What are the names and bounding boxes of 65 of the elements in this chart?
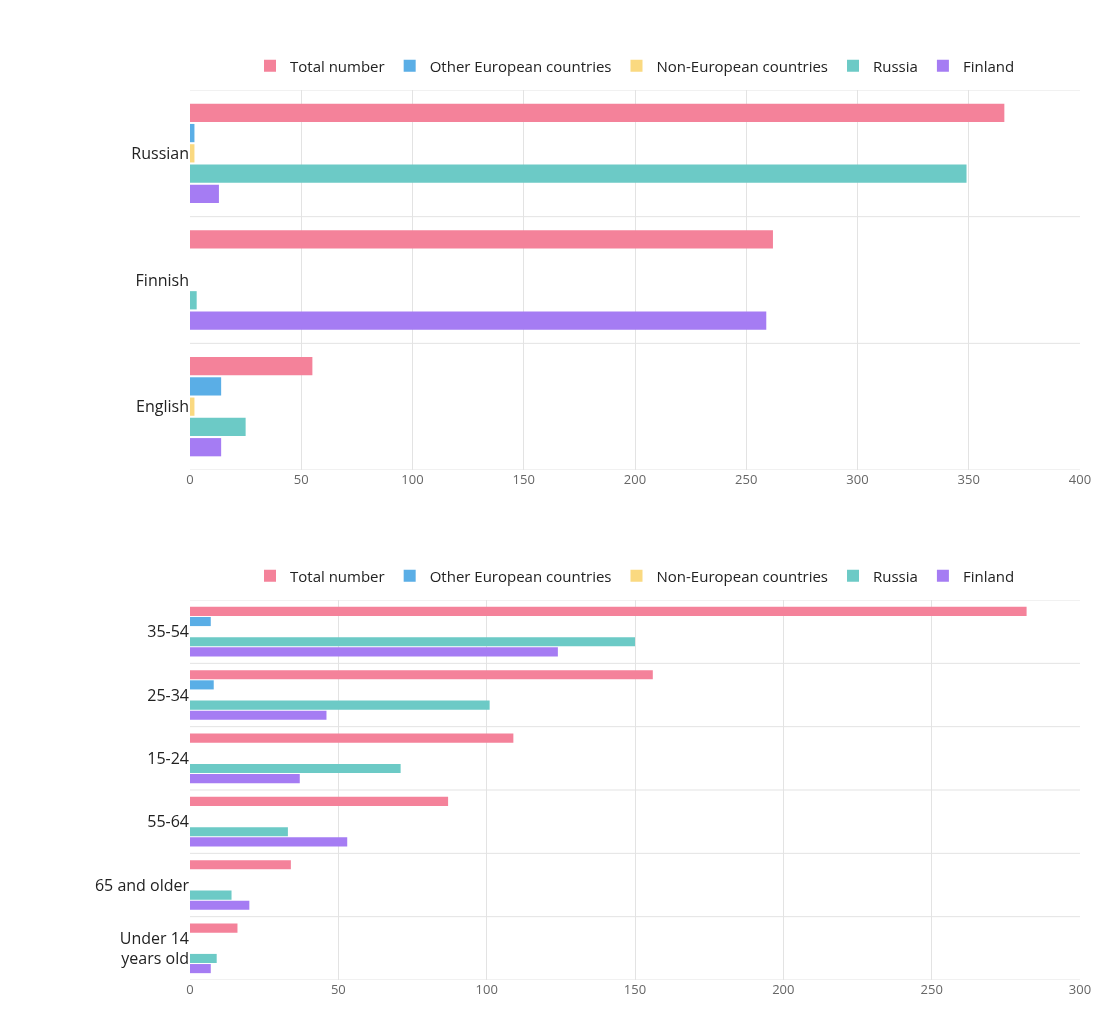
bar <box>190 103 1005 122</box>
bar <box>190 417 246 437</box>
legend-label: Other European countries <box>429 55 612 76</box>
bar <box>190 700 490 710</box>
x-tick-label: 250 <box>735 470 758 488</box>
bar <box>190 860 291 870</box>
bar <box>190 774 300 784</box>
bar <box>190 763 401 774</box>
legend-label: Non-European countries <box>656 565 829 586</box>
bar <box>190 230 773 249</box>
legend-label: Other European countries <box>429 565 612 586</box>
x-tick-label: 350 <box>957 470 980 488</box>
y-tick-label: English <box>136 395 189 418</box>
bar <box>190 900 250 910</box>
x-tick-label: 300 <box>846 470 869 488</box>
y-tick-label: 35-54 <box>147 620 189 643</box>
x-tick-label: 50 <box>330 980 346 998</box>
bar <box>190 710 327 720</box>
y-tick-label: 65 and older <box>94 873 190 896</box>
bar <box>190 827 288 837</box>
x-tick-label: 400 <box>1068 470 1092 488</box>
x-tick-label: 0 <box>186 470 194 488</box>
legend-label: Finland <box>962 55 1015 76</box>
y-tick-label: 55-64 <box>147 810 189 833</box>
bar <box>190 647 558 657</box>
bar <box>190 357 313 376</box>
x-tick-label: 50 <box>293 470 309 488</box>
bar <box>190 616 211 627</box>
y-tick-label: Under 14 years old <box>119 926 189 970</box>
x-tick-label: 100 <box>401 470 424 488</box>
bar <box>190 733 514 743</box>
x-tick-label: 250 <box>920 980 943 998</box>
x-tick-label: 200 <box>623 470 647 488</box>
bar <box>190 311 767 330</box>
x-tick-label: 0 <box>186 980 194 998</box>
bar <box>190 953 217 964</box>
bar <box>190 164 967 183</box>
bar <box>190 291 197 310</box>
y-tick-label: Finnish <box>135 268 189 291</box>
bar <box>190 796 449 806</box>
bar <box>190 184 219 203</box>
y-tick-label: 15-24 <box>147 746 189 769</box>
legend-label: Finland <box>962 565 1015 586</box>
bar <box>190 890 232 900</box>
bar <box>190 670 653 680</box>
x-tick-label: 300 <box>1068 980 1092 998</box>
legend-label: Russia <box>873 55 918 76</box>
bar <box>190 964 211 974</box>
bar <box>190 637 635 647</box>
legend-label: Total number <box>290 565 385 586</box>
bar <box>190 438 222 457</box>
y-tick-label: Russian <box>131 141 189 164</box>
bar <box>190 680 214 690</box>
x-tick-label: 200 <box>772 980 795 998</box>
x-tick-label: 150 <box>623 980 647 998</box>
bar <box>190 923 238 933</box>
y-tick-label: 25-34 <box>147 683 189 706</box>
x-tick-label: 150 <box>512 470 535 488</box>
legend-label: Russia <box>873 565 918 586</box>
bar <box>190 837 348 847</box>
bar <box>190 377 222 396</box>
legend-label: Total number <box>290 55 385 76</box>
x-tick-label: 100 <box>475 980 498 998</box>
bar <box>190 606 1027 616</box>
legend-label: Non-European countries <box>656 55 829 76</box>
